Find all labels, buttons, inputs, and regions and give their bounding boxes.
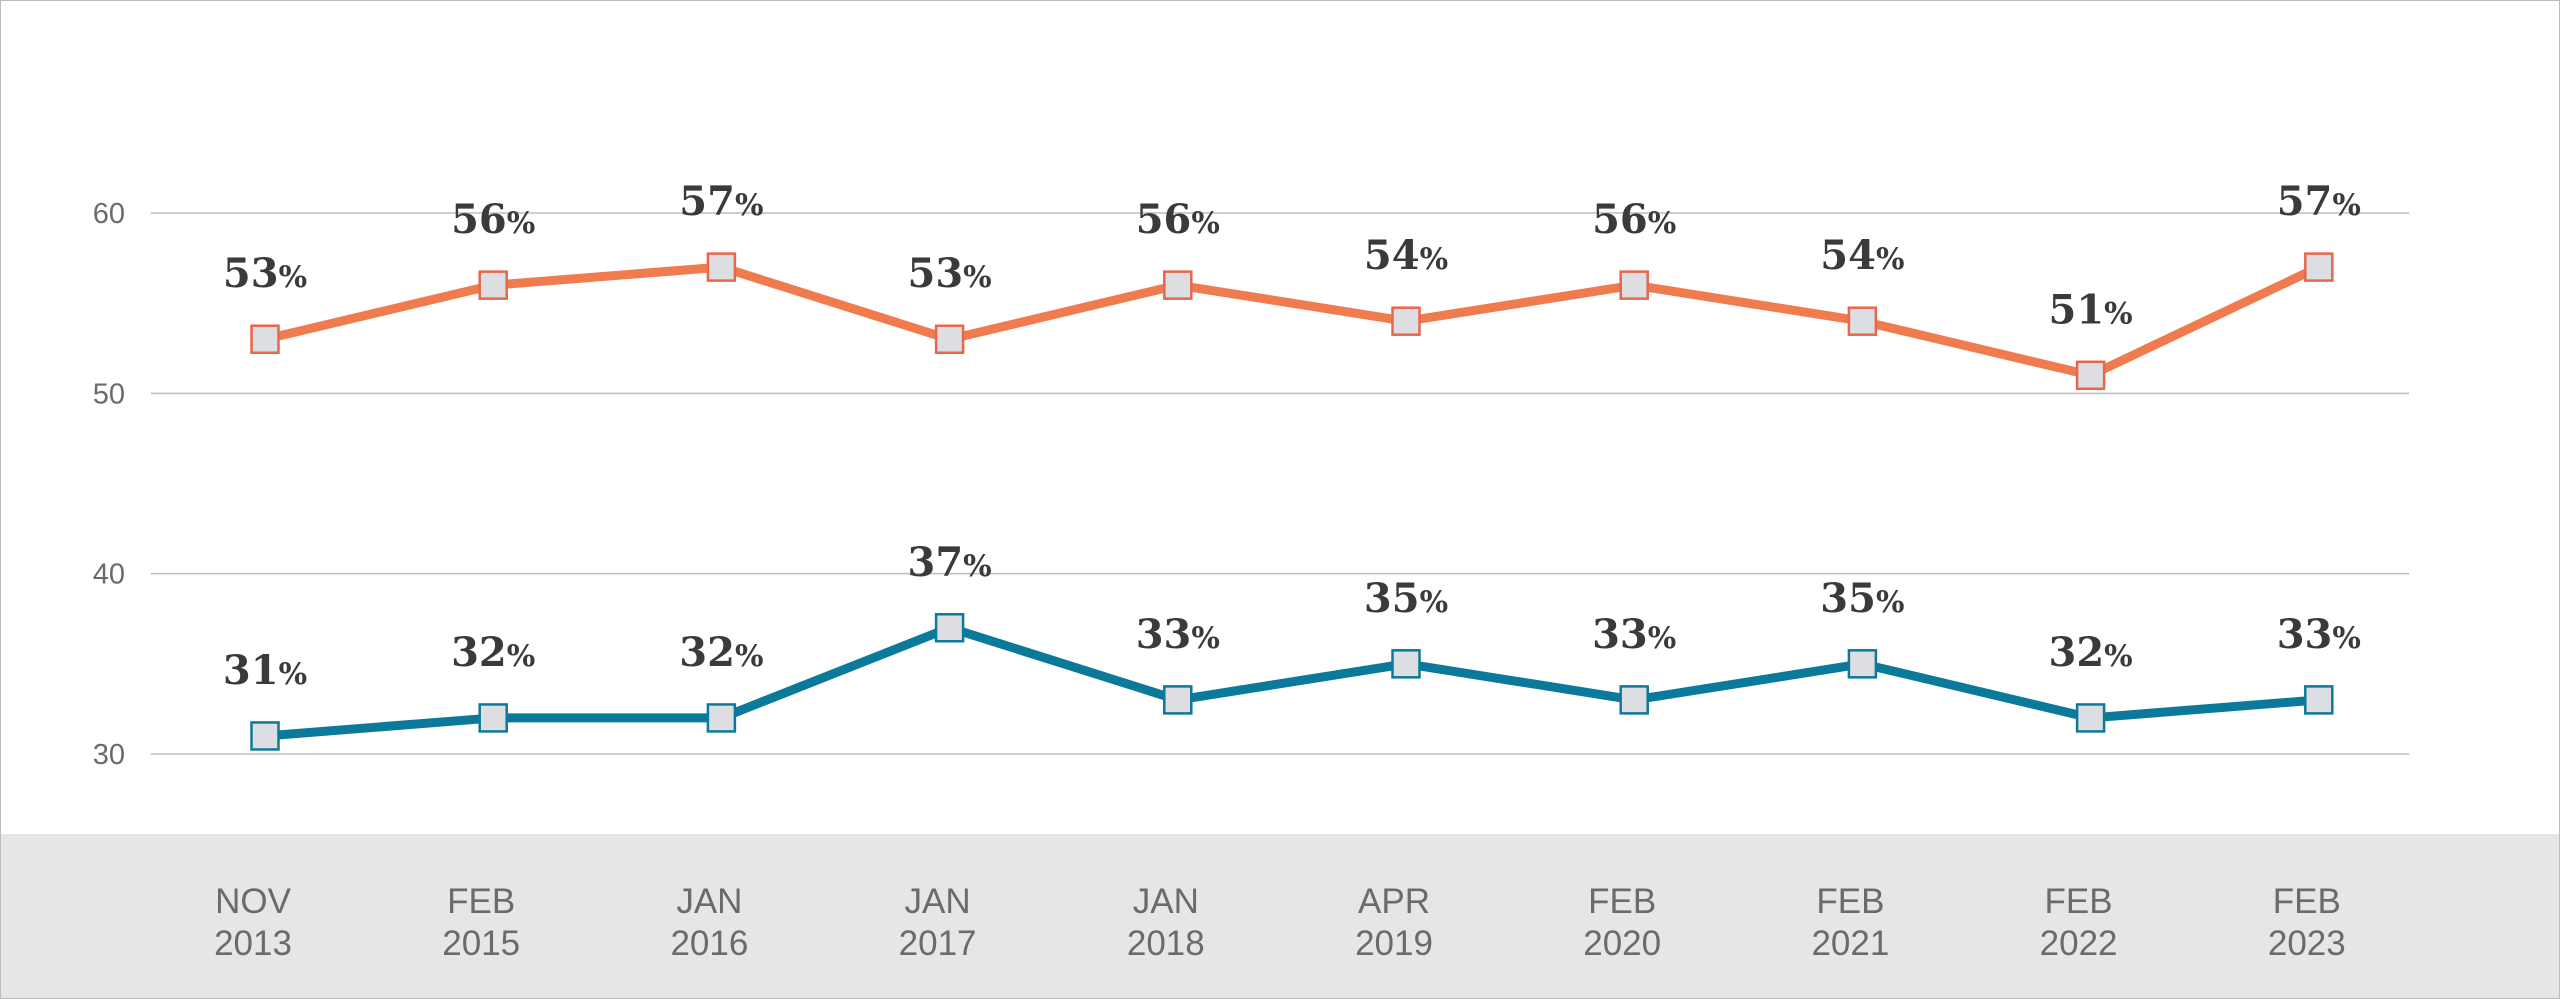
- data-label: 33%: [2277, 611, 2361, 658]
- x-tick-label: APR 2019: [1355, 882, 1433, 963]
- x-tick-label: FEB 2021: [1811, 882, 1889, 963]
- data-point-marker: [1847, 306, 1878, 336]
- data-label: 32%: [451, 629, 535, 676]
- data-point-marker: [706, 703, 737, 733]
- data-label: 35%: [1820, 575, 1904, 622]
- data-point-marker: [1619, 270, 1649, 300]
- data-point-marker: [1163, 270, 1193, 300]
- data-point-marker: [1391, 649, 1421, 679]
- data-label: 32%: [2049, 629, 2133, 676]
- data-point-marker: [1163, 685, 1193, 715]
- data-point-marker: [934, 324, 965, 354]
- data-point-marker: [250, 721, 280, 751]
- x-tick-label: FEB 2020: [1583, 882, 1661, 963]
- y-axis-ticks: 30 40 50 60: [93, 198, 125, 771]
- data-point-marker: [706, 252, 737, 282]
- data-point-marker: [934, 613, 965, 643]
- data-label: 51%: [2049, 286, 2133, 333]
- data-point-marker: [250, 324, 280, 354]
- data-point-marker: [2304, 685, 2334, 715]
- data-point-marker: [2075, 703, 2106, 733]
- data-label: 31%: [223, 647, 307, 694]
- x-axis-band: [1, 834, 2559, 998]
- data-label: 32%: [679, 629, 763, 676]
- data-label: 37%: [908, 539, 992, 586]
- y-tick-label: 40: [93, 559, 125, 591]
- x-tick-label: JAN 2018: [1127, 882, 1205, 963]
- x-tick-label: FEB 2015: [442, 882, 520, 963]
- data-label: 33%: [1136, 611, 1220, 658]
- x-axis-ticks: NOV 2013 FEB 2015 JAN 2016 JAN 2017 JAN 2018 APR 20…: [214, 882, 2346, 963]
- gridlines: [151, 212, 2409, 755]
- x-tick-label: FEB 2022: [2040, 882, 2118, 963]
- x-tick-label: JAN 2017: [899, 882, 977, 963]
- x-tick-label: FEB 2023: [2268, 882, 2346, 963]
- data-label: 56%: [1592, 196, 1676, 243]
- data-labels: 53% 56% 57% 53% 56% 54% 56% 54% 51% 57% 31% 32% 32% 3…: [223, 178, 2361, 694]
- data-point-marker: [1391, 306, 1421, 336]
- y-tick-label: 30: [93, 739, 125, 771]
- data-label: 56%: [451, 196, 535, 243]
- data-label: 57%: [2277, 178, 2361, 225]
- data-label: 54%: [1820, 232, 1904, 279]
- data-label: 54%: [1364, 232, 1448, 279]
- x-tick-label: NOV 2013: [214, 882, 292, 963]
- y-tick-label: 60: [93, 198, 125, 230]
- data-point-marker: [478, 703, 508, 733]
- data-label: 33%: [1592, 611, 1676, 658]
- x-tick-label: JAN 2016: [670, 882, 748, 963]
- data-point-marker: [1619, 685, 1649, 715]
- data-point-marker: [1847, 649, 1878, 679]
- data-point-marker: [478, 270, 508, 300]
- series-markers: [250, 252, 2334, 751]
- data-label: 53%: [223, 250, 307, 297]
- data-point-marker: [2304, 252, 2334, 282]
- data-label: 57%: [679, 178, 763, 225]
- data-label: 35%: [1364, 575, 1448, 622]
- series-lines: [260, 262, 2324, 741]
- data-label: 53%: [908, 250, 992, 297]
- series-line-0: [260, 262, 2324, 380]
- data-label: 56%: [1136, 196, 1220, 243]
- y-tick-label: 50: [93, 378, 125, 410]
- data-point-marker: [2075, 360, 2106, 391]
- series-line-1: [260, 623, 2324, 741]
